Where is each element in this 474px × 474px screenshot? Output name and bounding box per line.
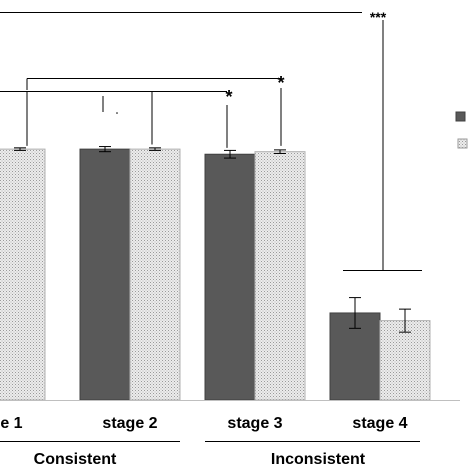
group-label-consistent: Consistent — [34, 451, 117, 468]
tick-label-stage-4: stage 4 — [352, 415, 407, 432]
tick-label-stage-3: stage 3 — [227, 415, 282, 432]
error-bar-stage-2-series-2 — [149, 147, 161, 151]
significance-label-2: * — [225, 87, 232, 107]
error-bar-stage-2-series-1 — [99, 146, 111, 153]
error-bar-stage-4-series-2 — [399, 308, 411, 333]
tick-label-stage-1: stage 1 — [0, 415, 23, 432]
legend-swatch-series-1 — [455, 111, 466, 122]
significance-label-3: * — [277, 73, 284, 93]
group-label-inconsistent: Inconsistent — [271, 451, 366, 468]
bar-stage-2-series-1 — [79, 148, 131, 401]
error-bar-stage-1-series-2 — [14, 147, 26, 151]
error-bar-stage-3-series-1 — [224, 149, 236, 159]
significance-bracket-2: * — [0, 87, 233, 148]
error-bar-stage-3-series-2 — [274, 149, 286, 154]
annotation-dot — [116, 112, 118, 114]
bar-stage-3-series-2 — [254, 151, 306, 401]
significance-label-1: *** — [370, 9, 387, 25]
bar-stage-4-series-2 — [379, 320, 431, 401]
bar-stage-3-series-1 — [204, 153, 256, 401]
significance-bracket-1: *** — [0, 9, 422, 271]
error-bar-stage-4-series-1 — [349, 297, 361, 329]
legend-swatch-series-2 — [457, 138, 468, 149]
significance-bracket-3: * — [26, 73, 285, 146]
tick-label-stage-2: stage 2 — [102, 415, 157, 432]
bar-stage-2-series-2 — [129, 148, 181, 401]
bar-stage-1-series-2 — [0, 148, 46, 401]
